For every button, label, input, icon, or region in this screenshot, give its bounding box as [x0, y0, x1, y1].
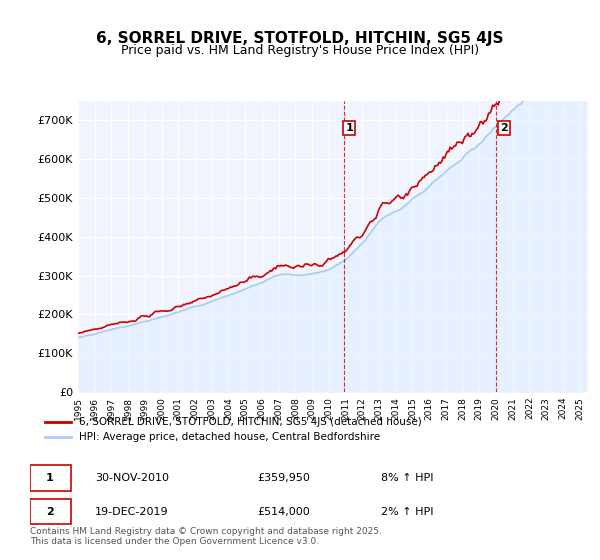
Text: 2: 2 — [500, 123, 508, 133]
Text: 8% ↑ HPI: 8% ↑ HPI — [381, 473, 433, 483]
Text: £359,950: £359,950 — [257, 473, 310, 483]
Text: 19-DEC-2019: 19-DEC-2019 — [95, 507, 169, 517]
FancyBboxPatch shape — [30, 465, 71, 491]
Text: 30-NOV-2010: 30-NOV-2010 — [95, 473, 169, 483]
Text: 1: 1 — [46, 473, 54, 483]
Text: 1: 1 — [346, 123, 353, 133]
FancyBboxPatch shape — [30, 499, 71, 524]
Text: Contains HM Land Registry data © Crown copyright and database right 2025.
This d: Contains HM Land Registry data © Crown c… — [30, 526, 382, 546]
Text: 2% ↑ HPI: 2% ↑ HPI — [381, 507, 433, 517]
Text: 2: 2 — [46, 507, 54, 517]
Legend: 6, SORREL DRIVE, STOTFOLD, HITCHIN, SG5 4JS (detached house), HPI: Average price: 6, SORREL DRIVE, STOTFOLD, HITCHIN, SG5 … — [41, 413, 426, 446]
Text: £514,000: £514,000 — [257, 507, 310, 517]
Text: 6, SORREL DRIVE, STOTFOLD, HITCHIN, SG5 4JS: 6, SORREL DRIVE, STOTFOLD, HITCHIN, SG5 … — [96, 31, 504, 46]
Text: Price paid vs. HM Land Registry's House Price Index (HPI): Price paid vs. HM Land Registry's House … — [121, 44, 479, 57]
